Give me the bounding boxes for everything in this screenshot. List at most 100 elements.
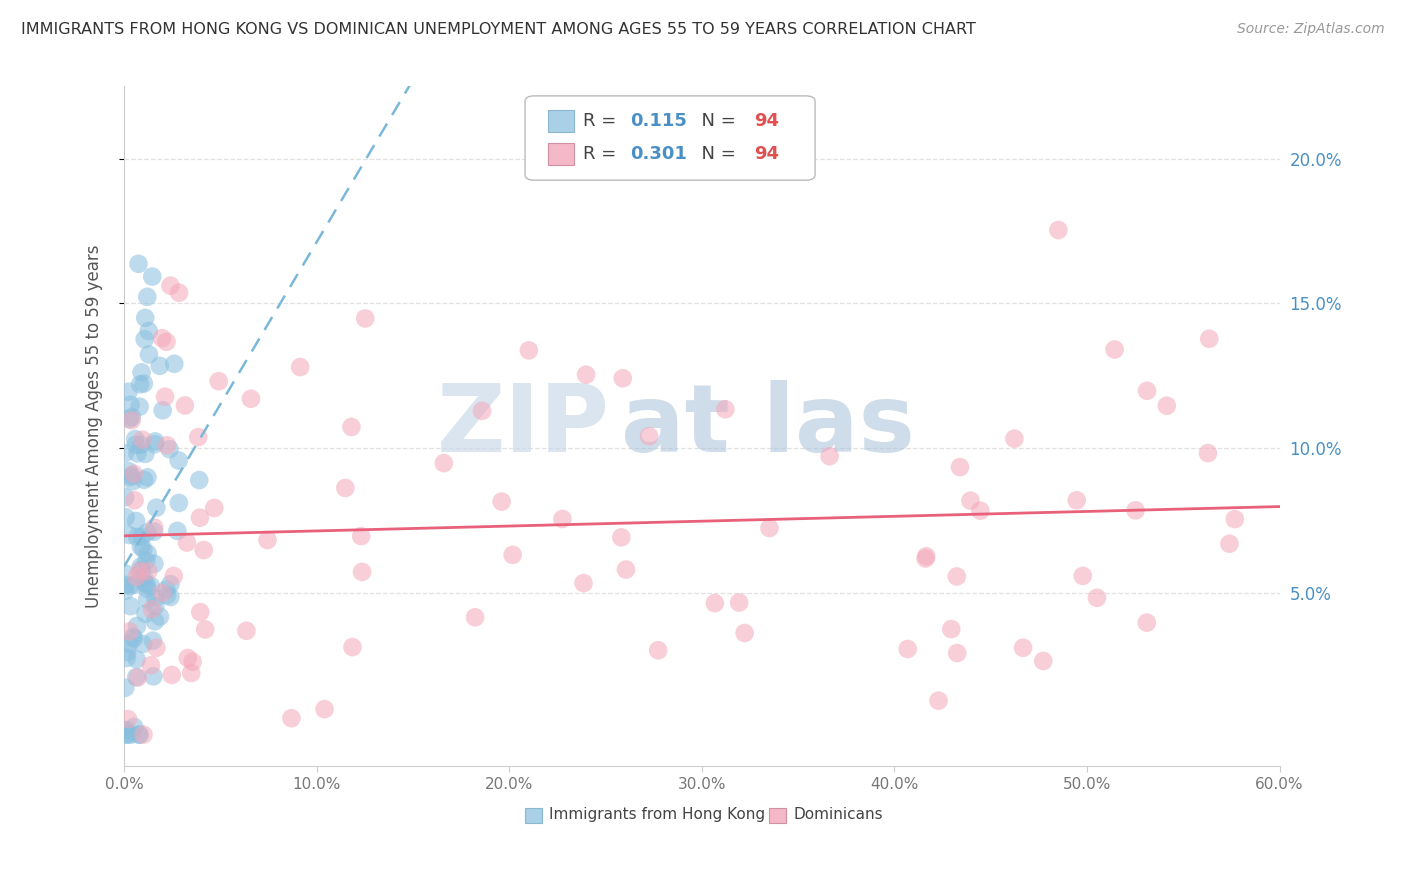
Point [132,541,155,556]
Point [1218,537,1240,551]
Point [335,481,357,495]
Point [118,528,141,542]
Point [125,514,148,528]
Point [138,347,160,361]
Point [125,530,148,544]
Point [572,576,595,591]
Text: ZIP: ZIP [436,380,609,473]
Point [135,554,157,568]
Point [969,504,991,518]
Point [464,610,486,624]
Point [638,429,661,443]
Point [352,565,374,579]
Point [115,728,138,742]
Point [174,399,197,413]
Text: 94: 94 [754,145,779,163]
Point [915,549,938,564]
Point [145,591,167,606]
Point [728,596,751,610]
Point [193,543,215,558]
Text: Immigrants from Hong Kong: Immigrants from Hong Kong [550,807,765,822]
Point [149,609,172,624]
Point [129,559,152,574]
Point [128,728,150,742]
Point [143,437,166,451]
Point [128,257,150,271]
Point [1223,512,1246,526]
Point [340,420,363,434]
Point [502,548,524,562]
Point [1136,384,1159,398]
Point [120,728,142,742]
Point [128,564,150,578]
Point [280,711,302,725]
Point [132,376,155,391]
Point [1085,591,1108,605]
Point [131,563,153,577]
Point [350,529,373,543]
Point [897,642,920,657]
Point [167,285,190,300]
Point [139,658,162,673]
Point [959,493,981,508]
Text: at las: at las [621,380,915,473]
Point [194,623,217,637]
Point [114,566,136,581]
Point [122,467,145,481]
Point [758,521,780,535]
Point [132,473,155,487]
Point [121,410,143,425]
Point [180,666,202,681]
Point [342,640,364,654]
Point [121,413,143,427]
Point [159,590,181,604]
Point [134,607,156,621]
Point [176,535,198,549]
Point [314,702,336,716]
Point [114,446,136,460]
Point [115,645,138,659]
Point [117,712,139,726]
Point [142,633,165,648]
Point [1104,343,1126,357]
Point [239,392,262,406]
Point [471,404,494,418]
Point [703,596,725,610]
Point [135,577,157,591]
Y-axis label: Unemployment Among Ages 55 to 59 years: Unemployment Among Ages 55 to 59 years [86,244,103,608]
Point [120,599,142,614]
Text: 94: 94 [754,112,779,130]
Point [145,640,167,655]
Text: R =: R = [583,112,621,130]
Point [127,670,149,684]
Point [1156,399,1178,413]
Point [134,447,156,461]
Point [124,432,146,446]
Point [159,577,181,591]
Text: Source: ZipAtlas.com: Source: ZipAtlas.com [1237,22,1385,37]
Point [129,377,152,392]
Point [114,723,136,738]
Point [160,668,183,682]
Point [121,475,143,489]
Point [177,651,200,665]
Point [143,557,166,571]
Point [149,359,172,373]
Point [166,524,188,538]
Point [131,365,153,379]
Point [131,530,153,544]
Point [187,430,209,444]
Point [131,433,153,447]
Point [551,512,574,526]
Text: R =: R = [583,145,621,163]
Point [941,622,963,636]
Point [188,510,211,524]
Point [122,631,145,645]
Point [115,723,138,737]
Point [256,533,278,547]
Point [121,468,143,483]
Point [136,290,159,304]
Point [122,720,145,734]
Point [610,530,633,544]
Point [647,643,669,657]
